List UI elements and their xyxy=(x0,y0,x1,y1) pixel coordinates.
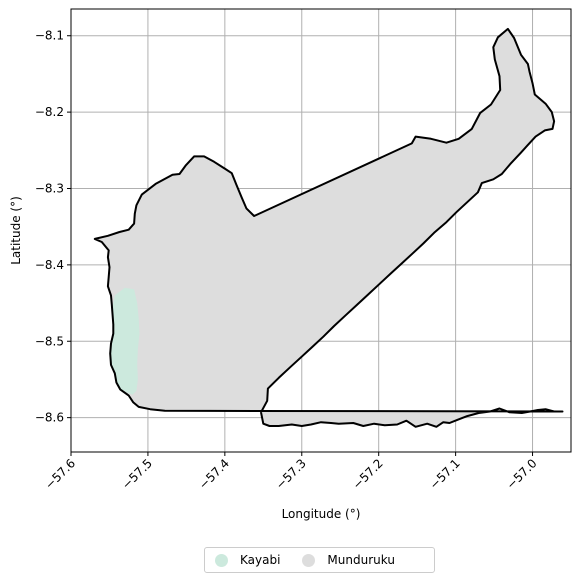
region-kayabi xyxy=(110,287,140,395)
y-tick-label: −8.1 xyxy=(35,29,64,43)
y-tick-label: −8.6 xyxy=(35,411,64,425)
y-tick-label: −8.4 xyxy=(35,258,64,272)
regions xyxy=(93,27,564,428)
legend-marker-munduruku xyxy=(302,553,316,567)
legend-item-munduruku: Munduruku xyxy=(302,553,395,567)
legend: Kayabi Munduruku xyxy=(204,547,435,573)
y-tick-label: −8.5 xyxy=(35,334,64,348)
x-tick-label: −57.4 xyxy=(196,456,232,492)
legend-label-munduruku: Munduruku xyxy=(327,553,395,567)
region-munduruku xyxy=(94,28,563,427)
x-axis-title: Longitude (°) xyxy=(282,507,361,521)
axes-frame xyxy=(70,8,572,453)
x-tick-label: −57.6 xyxy=(42,456,78,492)
legend-marker-kayabi xyxy=(215,553,228,567)
y-axis-title: Latitude (°) xyxy=(9,196,23,265)
x-tick-label: −57.1 xyxy=(427,456,463,492)
y-tick-label: −8.3 xyxy=(35,181,64,195)
y-tick-label: −8.2 xyxy=(35,105,64,119)
x-tick-label: −57.0 xyxy=(504,456,540,492)
region-outline xyxy=(93,27,564,428)
legend-item-kayabi: Kayabi xyxy=(215,553,280,567)
x-tick-label: −57.5 xyxy=(119,456,155,492)
legend-label-kayabi: Kayabi xyxy=(240,553,281,567)
x-tick-label: −57.2 xyxy=(350,456,386,492)
x-tick-label: −57.3 xyxy=(273,456,309,492)
